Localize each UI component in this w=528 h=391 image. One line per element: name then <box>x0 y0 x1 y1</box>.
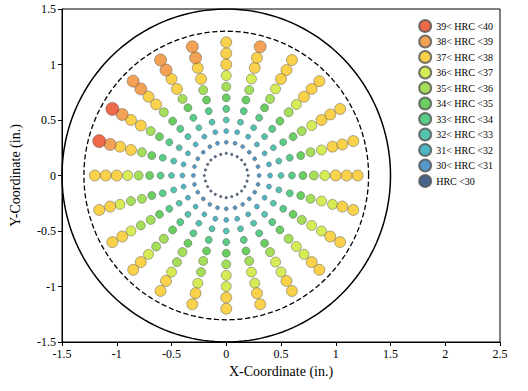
svg-text:-0.5: -0.5 <box>162 347 181 361</box>
svg-text:0.5: 0.5 <box>41 113 56 127</box>
svg-text:0: 0 <box>223 347 229 361</box>
svg-text:X-Coordinate (in.): X-Coordinate (in.) <box>229 364 334 380</box>
svg-text:0: 0 <box>50 169 56 183</box>
svg-text:-1: -1 <box>46 280 56 294</box>
svg-text:-1.5: -1.5 <box>37 335 56 349</box>
svg-text:1: 1 <box>333 347 339 361</box>
svg-text:-0.5: -0.5 <box>37 224 56 238</box>
svg-text:34< HRC <35: 34< HRC <35 <box>436 98 493 109</box>
svg-text:32< HRC <33: 32< HRC <33 <box>436 129 493 140</box>
svg-text:36< HRC <37: 36< HRC <37 <box>436 67 493 78</box>
svg-text:Y-Coordinate (in.): Y-Coordinate (in.) <box>8 124 24 227</box>
svg-text:-1: -1 <box>112 347 122 361</box>
svg-text:1: 1 <box>50 58 56 72</box>
svg-text:31< HRC <32: 31< HRC <32 <box>436 145 493 156</box>
svg-text:HRC <30: HRC <30 <box>436 176 475 187</box>
svg-text:0.5: 0.5 <box>274 347 289 361</box>
svg-text:2.5: 2.5 <box>493 347 508 361</box>
svg-text:33< HRC <34: 33< HRC <34 <box>436 114 493 125</box>
svg-text:30< HRC <31: 30< HRC <31 <box>436 160 493 171</box>
svg-text:35< HRC <36: 35< HRC <36 <box>436 83 493 94</box>
svg-text:39< HRC <40: 39< HRC <40 <box>436 21 493 32</box>
svg-text:2: 2 <box>442 347 448 361</box>
svg-text:-1.5: -1.5 <box>53 347 72 361</box>
svg-text:1.5: 1.5 <box>41 2 56 16</box>
svg-text:1.5: 1.5 <box>383 347 398 361</box>
svg-text:37< HRC <38: 37< HRC <38 <box>436 52 493 63</box>
svg-text:38< HRC <39: 38< HRC <39 <box>436 36 493 47</box>
